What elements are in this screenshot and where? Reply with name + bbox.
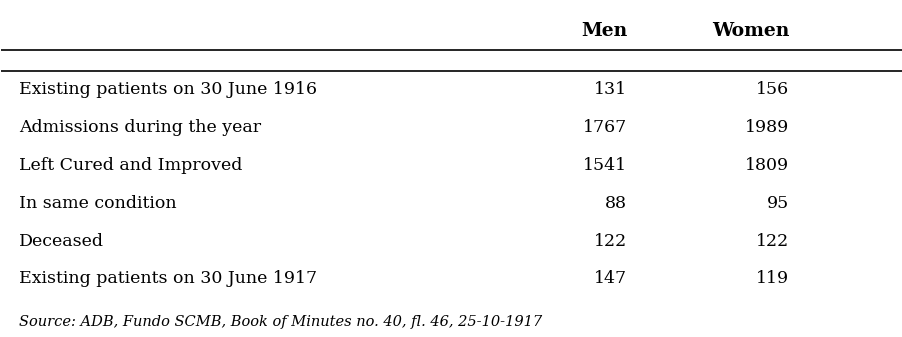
- Text: 1989: 1989: [744, 119, 788, 136]
- Text: Admissions during the year: Admissions during the year: [19, 119, 262, 136]
- Text: Existing patients on 30 June 1916: Existing patients on 30 June 1916: [19, 82, 317, 98]
- Text: Source: ADB, Fundo SCMB, Book of Minutes no. 40, fl. 46, 25-10-1917: Source: ADB, Fundo SCMB, Book of Minutes…: [19, 315, 542, 329]
- Text: 147: 147: [594, 270, 626, 287]
- Text: Existing patients on 30 June 1917: Existing patients on 30 June 1917: [19, 270, 318, 287]
- Text: 95: 95: [766, 195, 788, 212]
- Text: 131: 131: [594, 82, 626, 98]
- Text: 119: 119: [755, 270, 788, 287]
- Text: 122: 122: [755, 233, 788, 249]
- Text: 122: 122: [594, 233, 626, 249]
- Text: Deceased: Deceased: [19, 233, 105, 249]
- Text: 88: 88: [604, 195, 626, 212]
- Text: Men: Men: [580, 23, 626, 40]
- Text: 156: 156: [755, 82, 788, 98]
- Text: 1541: 1541: [583, 157, 626, 174]
- Text: Women: Women: [711, 23, 788, 40]
- Text: Left Cured and Improved: Left Cured and Improved: [19, 157, 243, 174]
- Text: 1809: 1809: [744, 157, 788, 174]
- Text: In same condition: In same condition: [19, 195, 177, 212]
- Text: 1767: 1767: [582, 119, 626, 136]
